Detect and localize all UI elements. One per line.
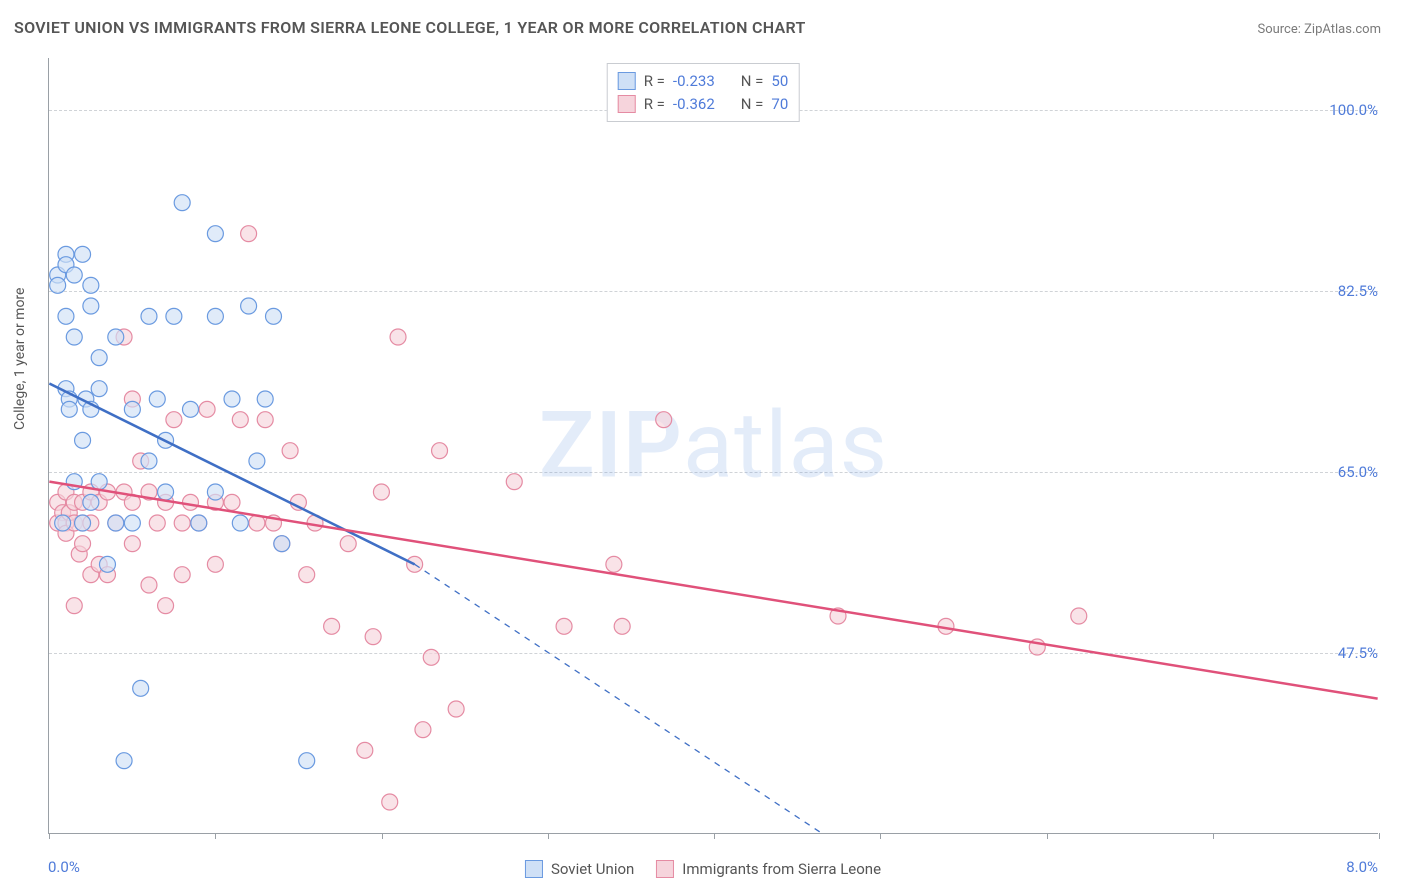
- legend-stats-row-soviet: R = -0.233 N = 50: [618, 70, 789, 93]
- x-tick: [1213, 833, 1214, 839]
- y-axis-label: College, 1 year or more: [12, 288, 28, 430]
- source-label: Source: ZipAtlas.com: [1257, 22, 1381, 37]
- legend-series: Soviet Union Immigrants from Sierra Leon…: [525, 860, 881, 878]
- legend-stats-row-sierra: R = -0.362 N = 70: [618, 93, 789, 116]
- legend-item-sierra: Immigrants from Sierra Leone: [656, 860, 881, 878]
- legend-item-soviet: Soviet Union: [525, 860, 634, 878]
- x-tick: [714, 833, 715, 839]
- legend-stats: R = -0.233 N = 50 R = -0.362 N = 70: [607, 63, 800, 122]
- plot-svg: [49, 58, 1378, 833]
- r-label: R =: [644, 70, 665, 93]
- r-value: -0.233: [673, 70, 715, 93]
- x-tick: [1379, 833, 1380, 839]
- x-tick: [548, 833, 549, 839]
- x-tick: [49, 833, 50, 839]
- n-label: N =: [741, 70, 764, 93]
- x-axis-min-label: 0.0%: [48, 858, 80, 876]
- x-tick: [382, 833, 383, 839]
- r-label: R =: [644, 93, 665, 116]
- swatch-icon: [618, 72, 636, 90]
- x-tick: [1047, 833, 1048, 839]
- swatch-icon: [656, 860, 674, 878]
- x-tick: [880, 833, 881, 839]
- plot-area: ZIPatlas: [48, 58, 1378, 834]
- legend-label: Soviet Union: [551, 860, 634, 878]
- n-value: 70: [771, 93, 788, 116]
- n-value: 50: [771, 70, 788, 93]
- x-tick: [215, 833, 216, 839]
- legend-label: Immigrants from Sierra Leone: [682, 860, 881, 878]
- swatch-icon: [618, 95, 636, 113]
- swatch-icon: [525, 860, 543, 878]
- x-axis-max-label: 8.0%: [1346, 858, 1378, 876]
- chart-title: SOVIET UNION VS IMMIGRANTS FROM SIERRA L…: [14, 18, 806, 37]
- n-label: N =: [741, 93, 764, 116]
- chart-container: SOVIET UNION VS IMMIGRANTS FROM SIERRA L…: [0, 0, 1406, 892]
- r-value: -0.362: [673, 93, 715, 116]
